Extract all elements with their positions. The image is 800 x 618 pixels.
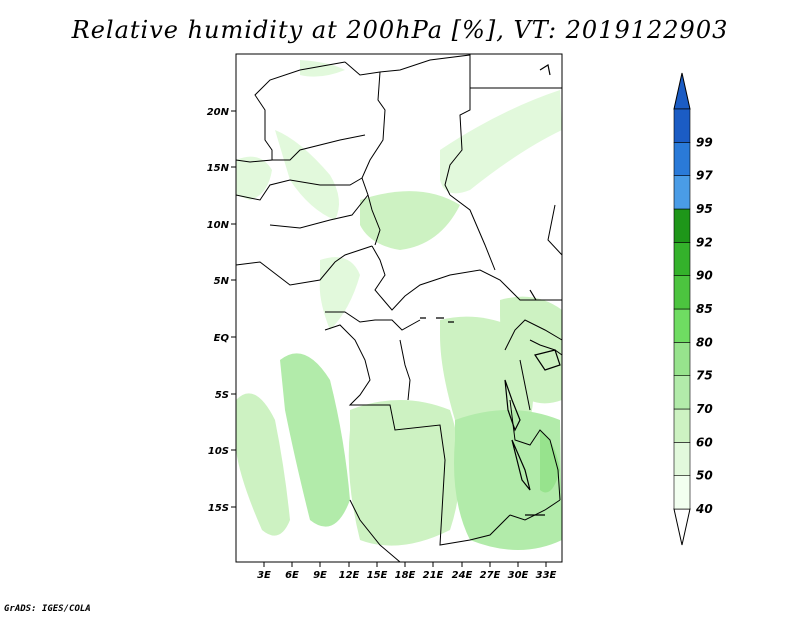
colorbar-labels: 40 50 60 70 75 80 85 90 92 95 97 99	[695, 135, 713, 516]
colorbar-label-40: 40	[695, 502, 713, 516]
lon-label-6e: 6E	[285, 570, 299, 581]
grads-credit: GrADS: IGES/COLA	[4, 604, 91, 614]
colorbar-label-60: 60	[696, 435, 713, 449]
map-frame	[235, 53, 563, 563]
lakes	[420, 64, 561, 516]
colorbar-swatch-75	[673, 342, 691, 376]
colorbar-swatch-60	[673, 408, 691, 443]
lon-label-21e: 21E	[423, 570, 444, 581]
colorbar-swatch-97	[673, 142, 691, 176]
colorbar-swatch-40	[673, 475, 691, 510]
colorbar-upper-arrow	[673, 72, 691, 110]
colorbar-label-99: 99	[696, 135, 713, 149]
country-borders	[235, 54, 563, 563]
lon-label-12e: 12E	[339, 570, 360, 581]
lat-label-5s: 5S	[215, 390, 229, 401]
lon-label-15e: 15E	[367, 570, 388, 581]
lon-label-3e: 3E	[257, 570, 271, 581]
lat-label-10s: 10S	[208, 446, 229, 457]
colorbar-label-85: 85	[696, 302, 713, 316]
lon-label-27e: 27E	[480, 570, 501, 581]
map-title: Relative humidity at 200hPa [%], VT: 201…	[71, 16, 729, 44]
colorbar-label-80: 80	[696, 335, 713, 349]
colorbar-label-92: 92	[696, 235, 713, 249]
lon-label-18e: 18E	[395, 570, 416, 581]
lat-label-20n: 20N	[207, 107, 230, 118]
lat-label-10n: 10N	[207, 220, 230, 231]
colorbar-swatch-85	[673, 275, 691, 310]
colorbar-lower-arrow	[673, 508, 691, 546]
colorbar-label-90: 90	[696, 269, 713, 283]
colorbar-label-97: 97	[696, 169, 713, 183]
colorbar-swatches	[673, 108, 691, 510]
lat-label-15s: 15S	[208, 503, 229, 514]
lat-label-eq: EQ	[214, 333, 230, 344]
lat-labels: 20N 15N 10N 5N EQ 5S 10S 15S	[207, 107, 230, 514]
colorbar-swatch-95	[673, 175, 691, 210]
lon-label-33e: 33E	[536, 570, 557, 581]
lon-label-30e: 30E	[508, 570, 529, 581]
colorbar-label-50: 50	[696, 469, 713, 483]
colorbar-swatch-99	[673, 108, 691, 143]
lat-axis	[231, 110, 236, 508]
colorbar-swatch-92	[673, 208, 691, 243]
colorbar-legend: 40 50 60 70 75 80 85 90 92 95 97 99	[673, 72, 713, 546]
lat-label-5n: 5N	[214, 276, 230, 287]
colorbar-label-75: 75	[696, 369, 713, 383]
colorbar-label-70: 70	[696, 402, 713, 416]
colorbar-label-95: 95	[696, 202, 713, 216]
colorbar-swatch-80	[673, 308, 691, 343]
colorbar-swatch-90	[673, 242, 691, 276]
humidity-shading	[236, 60, 562, 550]
lat-label-15n: 15N	[207, 163, 230, 174]
lon-labels: 3E 6E 9E 12E 15E 18E 21E 24E 27E 30E 33E	[257, 570, 556, 581]
colorbar-swatch-50	[673, 442, 691, 476]
lon-label-9e: 9E	[313, 570, 327, 581]
lon-axis	[263, 562, 547, 567]
lon-label-24e: 24E	[452, 570, 473, 581]
colorbar-swatch-70	[673, 375, 691, 410]
